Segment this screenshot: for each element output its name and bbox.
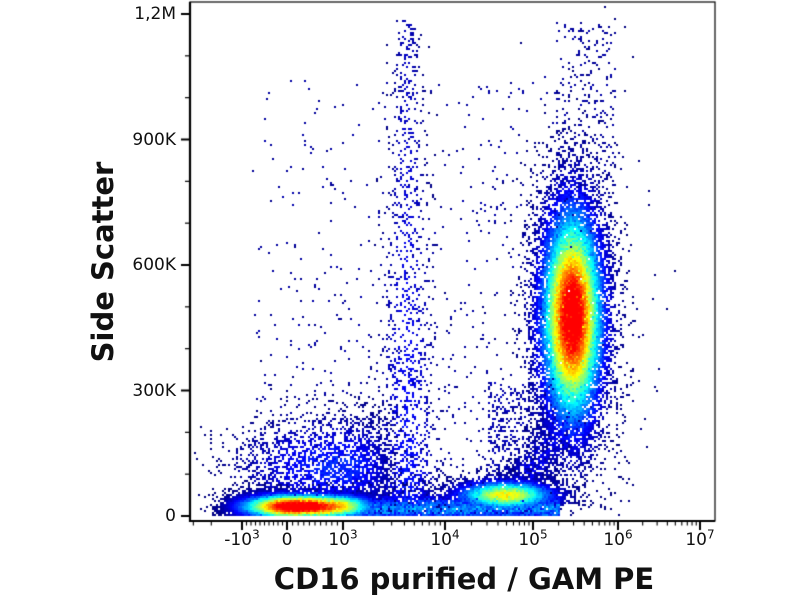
x-tick-label-2: 103: [328, 527, 358, 550]
x-tick-label-0: -103: [224, 527, 260, 550]
x-tick-label-6: 107: [685, 527, 715, 550]
x-axis-title: CD16 purified / GAM PE: [273, 562, 655, 596]
y-tick-label-1: 300K: [132, 380, 176, 401]
y-tick-label-0: 0: [165, 506, 176, 526]
y-tick-label-3: 900K: [132, 129, 176, 150]
y-tick-label-4: 1,2M: [134, 4, 176, 24]
y-axis-title: Side Scatter: [86, 161, 120, 363]
x-tick-label-5: 106: [603, 527, 633, 550]
x-tick-label-1: 0: [281, 530, 293, 550]
y-tick-label-2: 600K: [132, 255, 176, 275]
x-tick-label-3: 104: [430, 527, 460, 550]
x-tick-label-4: 105: [518, 527, 548, 550]
